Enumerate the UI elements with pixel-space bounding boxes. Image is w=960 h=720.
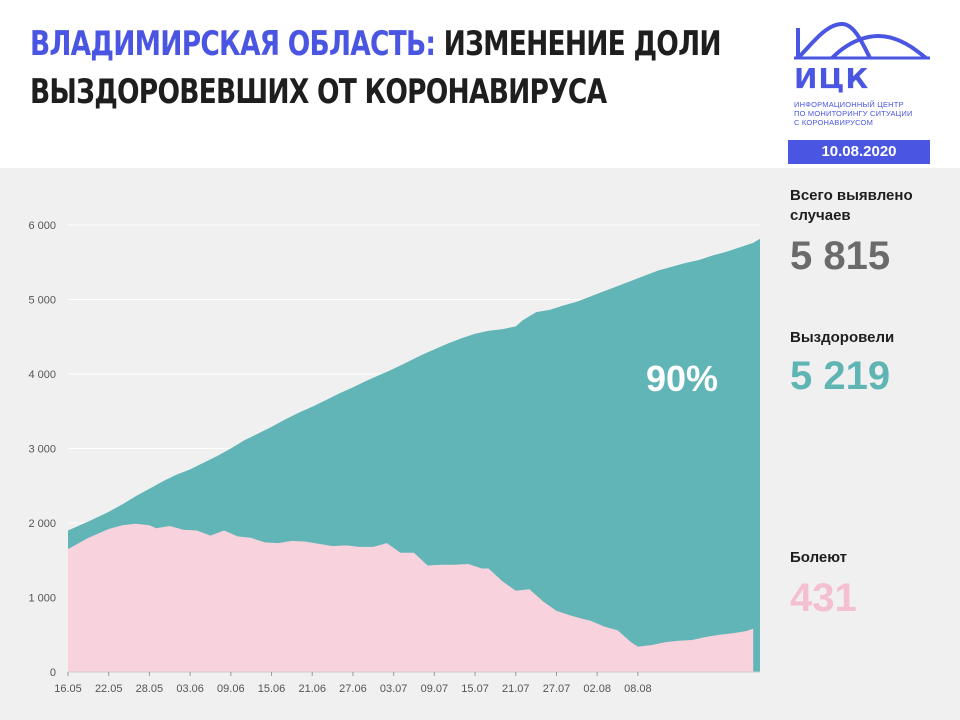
logo-sub-line: С КОРОНАВИРУСОМ bbox=[794, 118, 874, 127]
y-tick-label: 6 000 bbox=[28, 220, 56, 232]
header: ВЛАДИМИРСКАЯ ОБЛАСТЬ: ИЗМЕНЕНИЕ ДОЛИ ВЫЗ… bbox=[0, 0, 960, 168]
stat-total-label-2: случаев bbox=[790, 207, 851, 224]
y-tick-label: 1 000 bbox=[28, 593, 56, 605]
x-tick-label: 16.05 bbox=[54, 683, 82, 695]
title-line-1: ВЛАДИМИРСКАЯ ОБЛАСТЬ: ИЗМЕНЕНИЕ ДОЛИ bbox=[30, 20, 722, 68]
logo-sub-line: ИНФОРМАЦИОННЫЙ ЦЕНТР bbox=[794, 100, 904, 109]
logo-name: ИЦК bbox=[794, 62, 870, 95]
x-tick-label: 27.07 bbox=[543, 683, 571, 695]
sick-area bbox=[68, 523, 754, 672]
x-tick-label: 15.06 bbox=[258, 683, 286, 695]
page-title: ВЛАДИМИРСКАЯ ОБЛАСТЬ: ИЗМЕНЕНИЕ ДОЛИ ВЫЗ… bbox=[30, 20, 722, 116]
date-badge: 10.08.2020 bbox=[788, 140, 930, 164]
stat-total-value: 5 815 bbox=[790, 234, 891, 278]
x-tick-label: 03.07 bbox=[380, 683, 408, 695]
x-tick-label: 08.08 bbox=[624, 683, 652, 695]
logo-mark-icon bbox=[794, 21, 930, 60]
stat-recovered-value: 5 219 bbox=[790, 354, 891, 398]
chart-panel: 0 1 000 2 000 3 000 4 000 5 000 6 000 16.05 22.0… bbox=[0, 168, 960, 720]
x-tick-label: 28.05 bbox=[136, 683, 164, 695]
logo-sub-line: ПО МОНИТОРИНГУ СИТУАЦИИ bbox=[794, 109, 913, 118]
share-annotation: 90% bbox=[646, 358, 718, 399]
logo-subtitle: ИНФОРМАЦИОННЫЙ ЦЕНТР ПО МОНИТОРИНГУ СИТУ… bbox=[794, 100, 934, 127]
stat-sick: Болеют 431 bbox=[790, 548, 857, 620]
title-line-2: ВЫЗДОРОВЕВШИХ ОТ КОРОНАВИРУСА bbox=[30, 72, 607, 112]
area-chart: 0 1 000 2 000 3 000 4 000 5 000 6 000 16.05 22.0… bbox=[28, 220, 760, 695]
y-tick-label: 3 000 bbox=[28, 444, 56, 456]
x-tick-label: 22.05 bbox=[95, 683, 123, 695]
x-tick-label: 27.06 bbox=[339, 683, 367, 695]
x-tick-label: 09.06 bbox=[217, 683, 245, 695]
stat-sick-label: Болеют bbox=[790, 549, 848, 566]
stat-total-label-1: Всего выявлено bbox=[790, 187, 913, 204]
y-tick-label: 0 bbox=[50, 667, 56, 679]
y-tick-label: 2 000 bbox=[28, 518, 56, 530]
stat-recovered: Выздоровели 5 219 bbox=[790, 328, 894, 398]
x-tick-label: 21.06 bbox=[298, 683, 326, 695]
title-rest: ИЗМЕНЕНИЕ ДОЛИ bbox=[443, 24, 722, 64]
stat-total: Всего выявлено случаев 5 815 bbox=[790, 186, 913, 278]
x-tick-label: 09.07 bbox=[421, 683, 449, 695]
stat-sick-value: 431 bbox=[790, 576, 857, 620]
y-tick-label: 4 000 bbox=[28, 369, 56, 381]
x-tick-label: 03.06 bbox=[176, 683, 204, 695]
x-tick-label: 15.07 bbox=[461, 683, 489, 695]
title-region: ВЛАДИМИРСКАЯ ОБЛАСТЬ: bbox=[30, 24, 436, 64]
stat-recovered-label: Выздоровели bbox=[790, 329, 895, 346]
logo: ИЦК ИНФОРМАЦИОННЫЙ ЦЕНТР ПО МОНИТОРИНГУ … bbox=[792, 18, 932, 168]
y-tick-label: 5 000 bbox=[28, 295, 56, 307]
x-tick-label: 02.08 bbox=[583, 683, 611, 695]
x-tick-label: 21.07 bbox=[502, 683, 530, 695]
